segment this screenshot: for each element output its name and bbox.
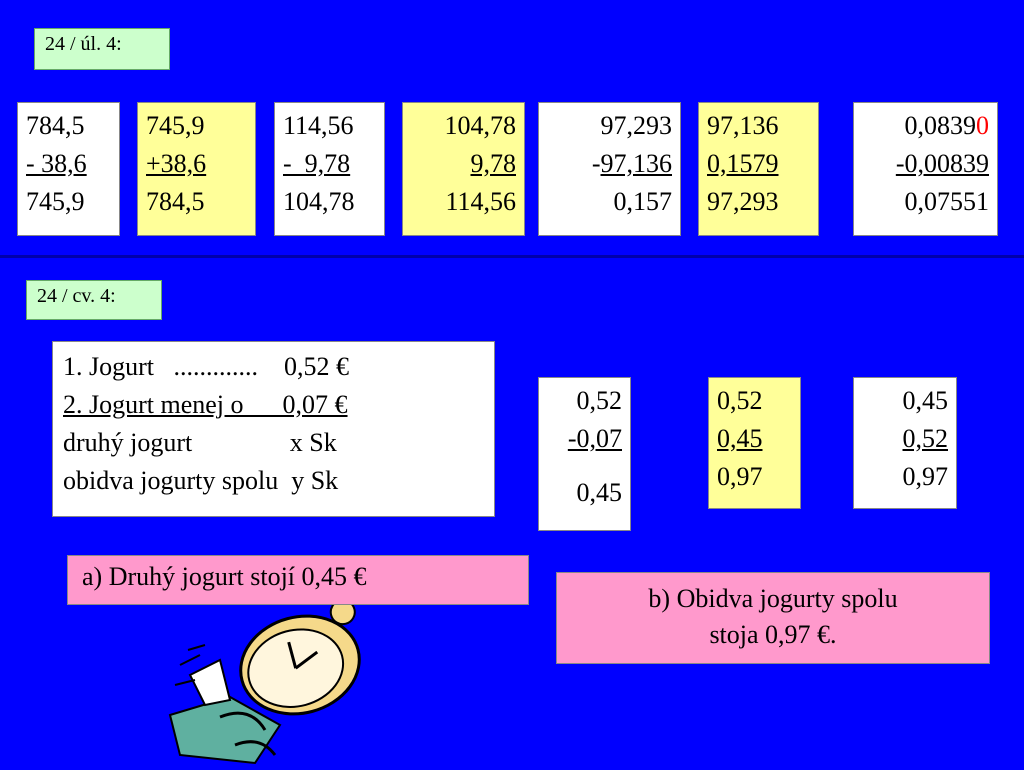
- section-divider: [0, 255, 1024, 258]
- running-clock-icon: [160, 599, 380, 765]
- calc-line: -0,07: [567, 424, 622, 453]
- calc-line: 0,45: [576, 478, 623, 507]
- calc-line: 745,9: [26, 187, 85, 216]
- calc-line: 745,9: [146, 111, 205, 140]
- calc-line: - 38,6: [26, 149, 87, 178]
- calc-line: 97,136: [707, 111, 779, 140]
- addition-box-1: 0,52 0,45 0,97: [708, 377, 801, 509]
- calc-value: 97,136: [600, 149, 673, 178]
- calc-line: +38,6: [146, 149, 207, 178]
- calc-line: 0,45: [717, 424, 763, 453]
- calc-box-6: 97,136 0,1579 97,293: [698, 102, 819, 236]
- calc-line: 97,293: [707, 187, 779, 216]
- calc-line: - 9,78: [283, 149, 351, 178]
- problem-line-2: 2. Jogurt menej o 0,07 €: [63, 390, 348, 419]
- answer-a: a) Druhý jogurt stojí 0,45 €: [67, 555, 529, 605]
- calc-value: 0,0839: [904, 111, 977, 140]
- calc-line: 0,97: [902, 462, 949, 491]
- calc-line: 9,78: [470, 149, 517, 178]
- section2-label: 24 / cv. 4:: [26, 280, 162, 320]
- calc-box-1: 784,5 - 38,6 745,9: [17, 102, 120, 236]
- calc-line: 784,5: [146, 187, 205, 216]
- calc-line: 97,293: [600, 111, 673, 140]
- minus-sign: -: [591, 149, 601, 178]
- calc-line: 0,52: [902, 424, 949, 453]
- calc-box-3: 114,56 - 9,78 104,78: [274, 102, 385, 236]
- problem-line-3: druhý jogurt x Sk: [63, 428, 337, 457]
- calc-box-2: 745,9 +38,6 784,5: [137, 102, 256, 236]
- calc-line: 0,97: [717, 462, 763, 491]
- calc-line: 114,56: [445, 187, 516, 216]
- section1-label: 24 / úl. 4:: [34, 28, 170, 70]
- calc-line: 104,78: [444, 111, 517, 140]
- subtraction-box: 0,52 -0,07 0,45: [538, 377, 631, 531]
- calc-box-7: 0,08390 -0,00839 0,07551: [853, 102, 998, 236]
- calc-line: 0,1579: [707, 149, 779, 178]
- calc-line: 0,52: [717, 386, 763, 415]
- problem-line-1: 1. Jogurt ............. 0,52 €: [63, 352, 349, 381]
- calc-line: 0,45: [902, 386, 949, 415]
- calc-line: 0,157: [613, 187, 673, 216]
- calc-line: 784,5: [26, 111, 85, 140]
- calc-line: 0,07551: [904, 187, 990, 216]
- calc-line: 0,08390: [862, 107, 990, 145]
- problem-line-4: obidva jogurty spolu y Sk: [63, 466, 339, 495]
- answer-b-line-1: b) Obidva jogurty spolu: [648, 584, 898, 613]
- calc-value-highlight: 0: [976, 111, 989, 140]
- calc-line: 104,78: [283, 187, 355, 216]
- calc-line: 0,52: [576, 386, 623, 415]
- problem-box: 1. Jogurt ............. 0,52 € 2. Jogurt…: [52, 341, 495, 517]
- calc-box-5: 97,293 -97,136 0,157: [538, 102, 681, 236]
- calc-box-4: 104,78 9,78 114,56: [402, 102, 525, 236]
- answer-b: b) Obidva jogurty spolu stoja 0,97 €.: [556, 572, 990, 664]
- answer-b-line-2: stoja 0,97 €.: [709, 620, 837, 649]
- addition-box-2: 0,45 0,52 0,97: [853, 377, 957, 509]
- calc-line: 114,56: [283, 111, 354, 140]
- calc-line: -0,00839: [895, 149, 989, 178]
- calc-line: -97,136: [547, 145, 672, 183]
